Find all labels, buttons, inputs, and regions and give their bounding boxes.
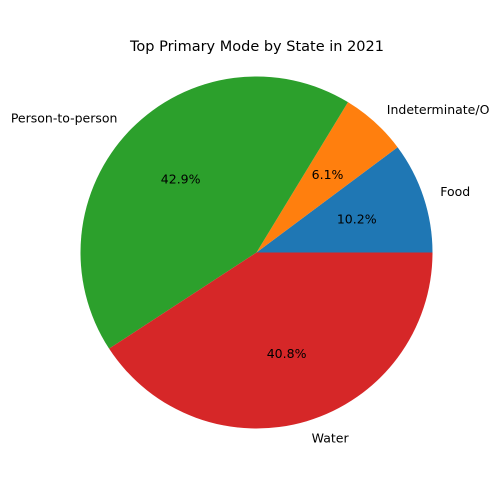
slice-labels: Food Indeterminate/O Person-to-person Water (11, 102, 490, 446)
pie-slice-indeterminate-other-unknown (256, 102, 398, 253)
slice-label-indeterminate-other-unknown: Indeterminate/O (387, 102, 490, 117)
slice-percent-person-to-person: 42.9% (161, 172, 201, 187)
slice-label-water: Water (312, 431, 350, 446)
pie-slices (80, 76, 433, 429)
pie-slice-food (256, 147, 433, 253)
pie-slice-water (109, 252, 433, 429)
percentage-labels: 10.2% 6.1% 42.9% 40.8% (161, 167, 377, 361)
slice-percent-food: 10.2% (337, 212, 377, 227)
pie-slice-person-to-person (80, 76, 348, 349)
slice-label-person-to-person: Person-to-person (11, 110, 118, 125)
chart-title: Top Primary Mode by State in 2021 (129, 39, 384, 55)
slice-percent-indeterminate-other-unknown: 6.1% (312, 167, 344, 182)
slice-percent-water: 40.8% (267, 346, 307, 361)
slice-label-food: Food (440, 184, 470, 199)
